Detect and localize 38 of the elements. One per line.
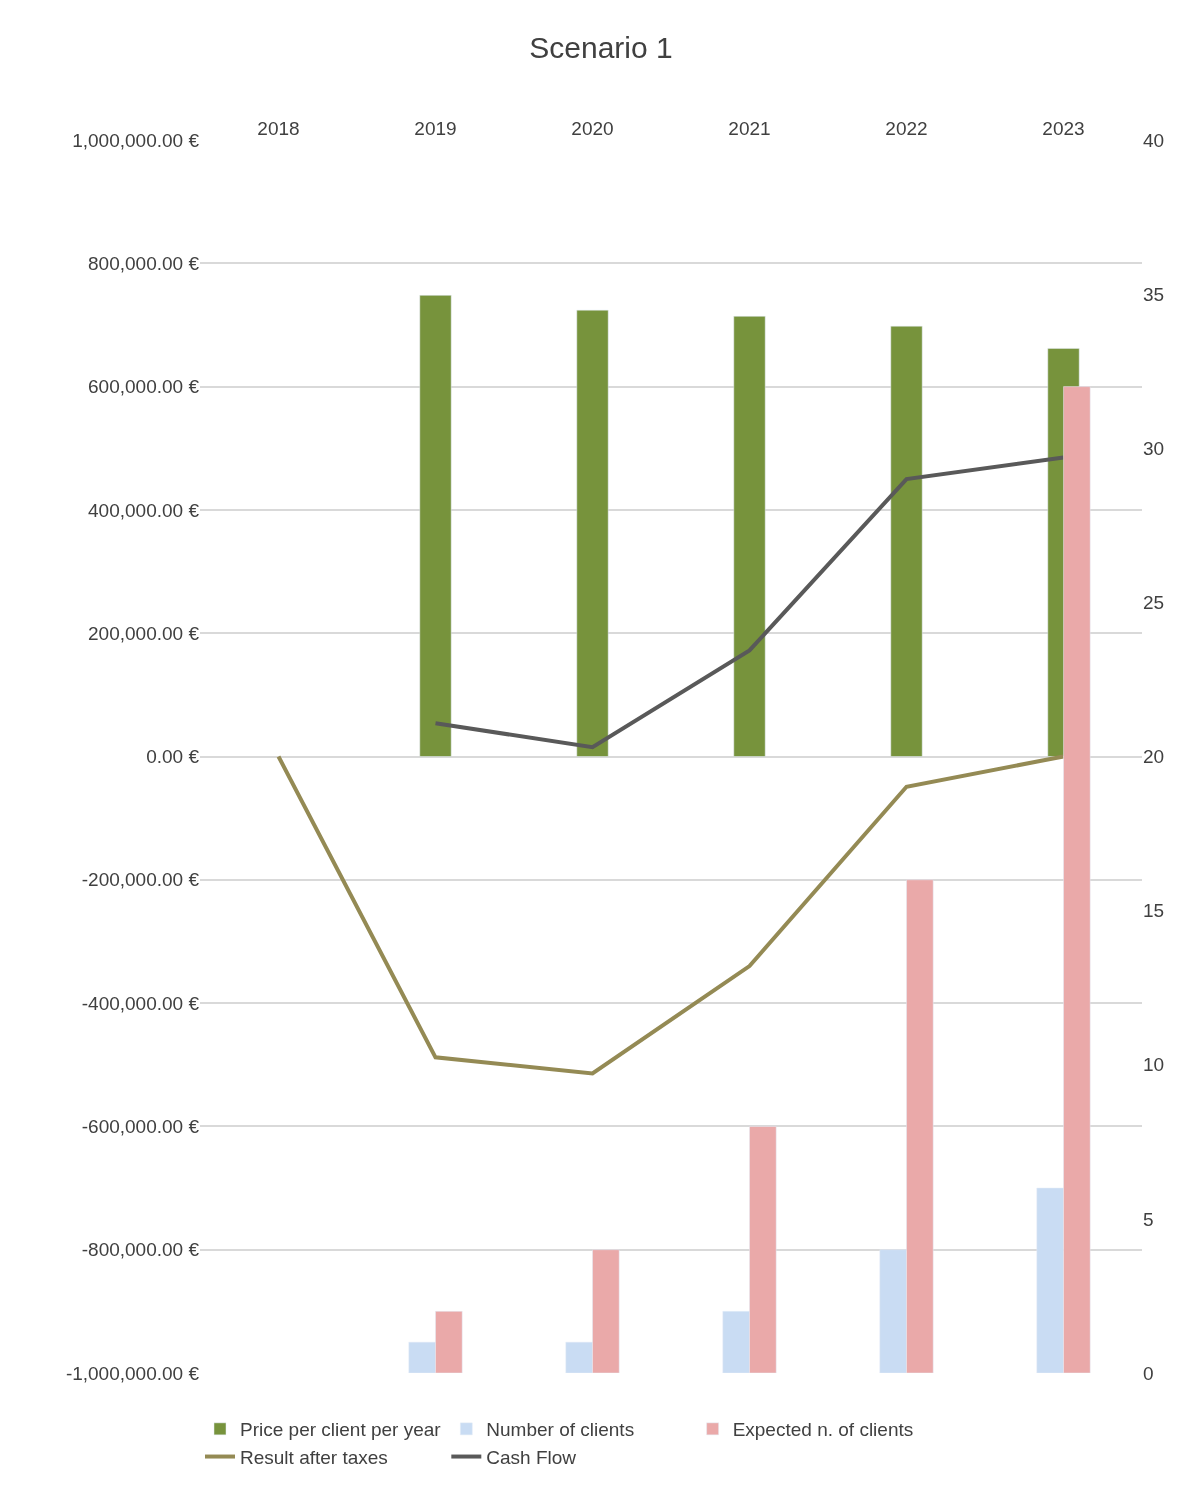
x-tick-label: 2019 xyxy=(414,118,457,140)
bar xyxy=(576,309,609,757)
y2-tick-label: 5 xyxy=(1143,1208,1154,1230)
y2-tick-label: 10 xyxy=(1143,1054,1165,1076)
legend-label: Expected n. of clients xyxy=(732,1419,914,1441)
y-tick-label: -600,000.00 € xyxy=(81,1116,200,1138)
bar xyxy=(733,316,766,757)
legend-label: Cash Flow xyxy=(486,1446,577,1468)
x-tick-label: 2021 xyxy=(728,118,771,140)
x-tick-label: 2022 xyxy=(885,118,928,140)
y-tick-label: 800,000.00 € xyxy=(88,252,200,274)
x-tick-label: 2018 xyxy=(257,118,300,140)
x-tick-label: 2023 xyxy=(1042,118,1085,140)
y2-tick-label: 15 xyxy=(1143,900,1165,922)
legend-label: Result after taxes xyxy=(240,1446,388,1468)
y-tick-label: 400,000.00 € xyxy=(88,499,200,521)
y2-tick-label: 0 xyxy=(1143,1362,1154,1384)
y2-tick-label: 20 xyxy=(1143,746,1165,768)
legend-label: Price per client per year xyxy=(240,1419,442,1441)
line-series xyxy=(433,455,1066,750)
y-tick-label: 1,000,000.00 € xyxy=(72,129,200,151)
legend-label: Number of clients xyxy=(486,1419,635,1441)
y-tick-label: 0.00 € xyxy=(146,746,200,768)
bar xyxy=(419,295,452,757)
x-tick-label: 2020 xyxy=(571,118,614,140)
y-tick-label: -200,000.00 € xyxy=(81,869,200,891)
y2-tick-label: 30 xyxy=(1143,437,1165,459)
y2-tick-label: 40 xyxy=(1143,129,1165,151)
y2-tick-label: 25 xyxy=(1143,592,1165,614)
y-tick-label: 600,000.00 € xyxy=(88,376,200,398)
y-tick-label: -400,000.00 € xyxy=(81,992,200,1014)
bar xyxy=(890,325,923,757)
line-series xyxy=(276,754,1066,1076)
chart-title: Scenario 1 xyxy=(529,31,673,65)
y-tick-label: -1,000,000.00 € xyxy=(65,1362,200,1384)
y-tick-label: -800,000.00 € xyxy=(81,1239,200,1261)
y-tick-label: 200,000.00 € xyxy=(88,622,200,644)
y2-tick-label: 35 xyxy=(1143,283,1165,305)
